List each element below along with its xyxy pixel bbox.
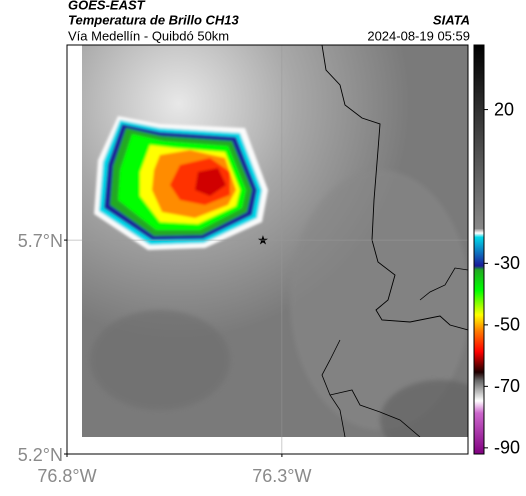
- border: [321, 339, 346, 437]
- colorbar-tick-label: -90: [494, 438, 520, 458]
- colorbar-tick-label: -50: [494, 315, 520, 335]
- satellite-image: [82, 45, 468, 437]
- texture: [90, 310, 230, 410]
- texture: [290, 170, 468, 430]
- source: SIATA: [433, 12, 470, 27]
- x-tick-label: 76.8°W: [37, 466, 96, 486]
- y-tick-label: 5.7°N: [18, 231, 63, 251]
- colorbar-axis: 20 -30 -50 -70 -90: [484, 99, 520, 458]
- colorbar: [473, 44, 485, 455]
- y-tick-label: 5.2°N: [18, 445, 63, 465]
- colorbar-tick-label: -30: [494, 253, 520, 273]
- map-frame: [66, 44, 469, 455]
- location: Vía Medellín - Quibdó 50km: [68, 28, 229, 43]
- title: GOES-EAST: [68, 0, 146, 12]
- texture: [380, 380, 468, 437]
- datetime: 2024-08-19 05:59: [367, 28, 470, 43]
- cloud: [94, 116, 268, 250]
- border: [321, 45, 468, 331]
- subtitle: Temperatura de Brillo CH13: [68, 12, 240, 27]
- border: [329, 389, 421, 437]
- x-tick-label: 76.3°W: [252, 466, 311, 486]
- colorbar-tick-label: -70: [494, 376, 520, 396]
- colorbar-tick-label: 20: [494, 99, 514, 119]
- border: [419, 267, 468, 301]
